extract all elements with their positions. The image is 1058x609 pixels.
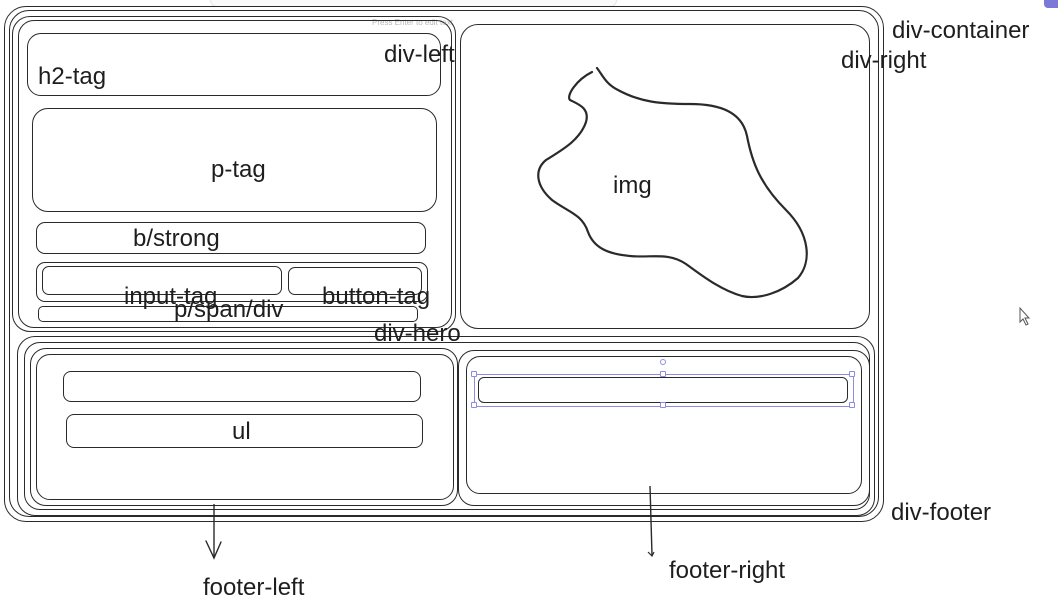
div-right-box[interactable] [460, 24, 870, 329]
ul-box[interactable] [66, 414, 423, 448]
ul-label: ul [232, 418, 251, 445]
edit-hint: Press Enter to edit text [372, 18, 453, 27]
selection-handle-rotate[interactable] [660, 359, 666, 365]
footer-left-inner-stroke [36, 354, 454, 500]
footer-right-inner-stroke [466, 356, 862, 494]
selection-handle-tc[interactable] [660, 371, 666, 377]
h2-label: h2-tag [38, 63, 107, 90]
input-label: input-tag [124, 283, 218, 310]
input-box[interactable] [42, 266, 282, 295]
footer-left-box[interactable] [30, 348, 458, 506]
div-container-label: div-container [892, 17, 1030, 44]
footer-left-arrow-head [205, 540, 222, 560]
img-label: img [613, 172, 652, 199]
strong-label: b/strong [133, 225, 220, 252]
selection-handle-br[interactable] [849, 402, 855, 408]
div-left-box[interactable] [12, 16, 456, 332]
selection-handle-tr[interactable] [849, 371, 855, 377]
p-label: p-tag [211, 156, 266, 183]
span-box[interactable] [38, 306, 418, 322]
div-right-label: div-right [841, 47, 927, 74]
div-hero-label: div-hero [374, 320, 461, 347]
button-label: button-tag [322, 283, 431, 310]
div-container-box[interactable] [4, 6, 884, 522]
corner-badge [1044, 0, 1058, 8]
h2-box[interactable] [27, 33, 441, 96]
footer-left-bar[interactable] [63, 371, 421, 402]
footer-right-box[interactable] [458, 350, 870, 506]
footer-right-label: footer-right [669, 557, 786, 584]
selection-handle-tl[interactable] [471, 371, 477, 377]
div-footer-box[interactable] [17, 336, 875, 516]
footer-left-label: footer-left [203, 574, 305, 601]
strong-box[interactable] [36, 222, 426, 254]
div-container-inner-stroke [9, 10, 879, 517]
form-row-box[interactable] [36, 262, 428, 302]
button-box[interactable] [288, 267, 422, 295]
selection-handle-bc[interactable] [660, 402, 666, 408]
div-left-inner-stroke [18, 20, 452, 328]
div-left-label: div-left [384, 41, 455, 68]
selection-handle-bl[interactable] [471, 402, 477, 408]
span-label: p/span/div [174, 296, 284, 323]
p-box[interactable] [32, 108, 437, 212]
footer-right-arrow-head [647, 551, 655, 558]
div-footer-label: div-footer [891, 499, 992, 526]
cursor-icon [1019, 306, 1031, 326]
